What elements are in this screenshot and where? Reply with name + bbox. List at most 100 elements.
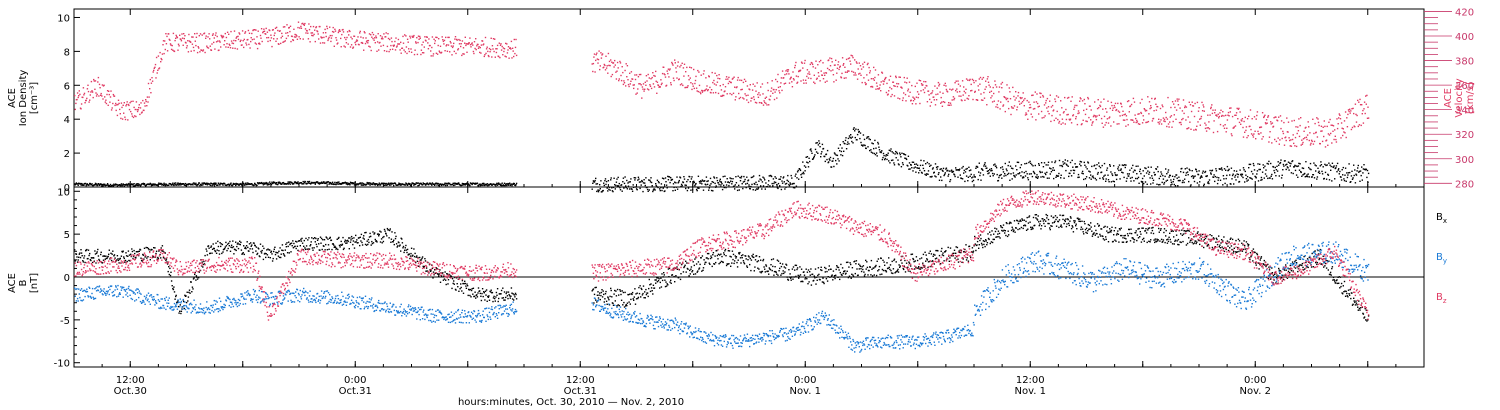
density-point bbox=[1117, 168, 1119, 170]
velocity-point bbox=[1215, 114, 1218, 116]
bx-point bbox=[274, 253, 277, 256]
velocity-point bbox=[677, 61, 679, 63]
velocity-point bbox=[287, 35, 289, 37]
density-point bbox=[266, 184, 269, 186]
velocity-point bbox=[813, 74, 815, 76]
density-point bbox=[828, 161, 830, 163]
density-point bbox=[599, 188, 601, 190]
density-point bbox=[513, 183, 515, 185]
density-point bbox=[422, 182, 424, 184]
velocity-point bbox=[824, 74, 826, 76]
velocity-point bbox=[107, 104, 109, 106]
density-point bbox=[145, 184, 147, 186]
density-point bbox=[937, 173, 940, 176]
velocity-point bbox=[459, 39, 461, 42]
velocity-point bbox=[490, 37, 492, 39]
density-point bbox=[255, 184, 257, 186]
bx-point bbox=[277, 252, 279, 254]
density-point bbox=[1188, 168, 1190, 170]
density-point bbox=[968, 169, 971, 172]
density-point bbox=[982, 169, 984, 171]
velocity-point bbox=[1347, 113, 1349, 116]
density-point bbox=[125, 184, 127, 186]
density-point bbox=[123, 184, 125, 186]
velocity-point bbox=[1330, 132, 1332, 135]
velocity-point bbox=[758, 92, 760, 94]
density-point bbox=[863, 144, 865, 146]
density-point bbox=[992, 175, 994, 177]
density-point bbox=[834, 153, 836, 155]
velocity-point bbox=[899, 76, 901, 78]
velocity-point bbox=[1053, 109, 1055, 111]
bx-point bbox=[460, 286, 462, 289]
velocity-point bbox=[1050, 106, 1053, 108]
density-point bbox=[911, 161, 914, 163]
bx-point bbox=[405, 249, 408, 251]
density-point bbox=[1135, 165, 1137, 167]
density-point bbox=[605, 180, 608, 183]
density-point bbox=[1208, 179, 1211, 181]
density-point bbox=[224, 182, 226, 185]
velocity-point bbox=[1132, 97, 1135, 100]
density-point bbox=[889, 162, 891, 164]
density-point bbox=[838, 160, 840, 162]
velocity-point bbox=[1072, 115, 1074, 117]
density-point bbox=[990, 168, 993, 170]
density-point bbox=[860, 141, 862, 144]
velocity-point bbox=[480, 44, 483, 46]
density-point bbox=[1316, 178, 1318, 180]
bx-point bbox=[115, 260, 117, 263]
velocity-point bbox=[1311, 140, 1313, 143]
velocity-point bbox=[971, 78, 974, 81]
bx-point bbox=[359, 244, 361, 247]
density-point bbox=[1306, 175, 1309, 178]
velocity-point bbox=[674, 62, 676, 64]
density-point bbox=[1139, 170, 1141, 173]
density-point bbox=[1030, 173, 1032, 175]
bx-point bbox=[185, 301, 188, 304]
density-point bbox=[934, 163, 937, 165]
velocity-point bbox=[334, 28, 336, 30]
density-point bbox=[1261, 178, 1263, 181]
velocity-point bbox=[500, 43, 502, 45]
density-point bbox=[642, 190, 644, 193]
velocity-point bbox=[887, 93, 889, 95]
velocity-point bbox=[175, 34, 177, 37]
velocity-point bbox=[1286, 117, 1288, 119]
velocity-point bbox=[368, 45, 370, 47]
density-point bbox=[404, 184, 406, 186]
bx-point bbox=[481, 288, 484, 290]
density-point bbox=[443, 183, 446, 185]
velocity-point bbox=[955, 80, 957, 82]
velocity-point bbox=[503, 50, 505, 53]
density-point bbox=[1144, 181, 1147, 183]
density-point bbox=[689, 181, 691, 183]
density-point bbox=[927, 170, 930, 172]
density-point bbox=[99, 184, 101, 186]
velocity-point bbox=[275, 26, 278, 29]
velocity-point bbox=[1334, 129, 1336, 131]
velocity-point bbox=[897, 97, 899, 99]
bx-point bbox=[80, 252, 83, 254]
density-point bbox=[615, 184, 617, 187]
density-point bbox=[963, 172, 965, 174]
density-point bbox=[131, 183, 133, 185]
bx-point bbox=[123, 257, 125, 260]
density-point bbox=[1308, 176, 1310, 178]
density-point bbox=[1115, 178, 1118, 181]
density-point bbox=[724, 181, 727, 183]
density-point bbox=[898, 164, 900, 166]
density-point bbox=[661, 189, 663, 192]
velocity-point bbox=[1104, 124, 1106, 126]
density-point bbox=[813, 157, 815, 159]
velocity-point bbox=[1177, 104, 1180, 106]
bx-point bbox=[98, 259, 101, 262]
velocity-point bbox=[228, 43, 230, 45]
velocity-point bbox=[1125, 125, 1127, 127]
bx-point bbox=[84, 261, 86, 264]
velocity-point bbox=[270, 34, 272, 36]
bx-point bbox=[389, 228, 391, 230]
velocity-point bbox=[226, 31, 229, 33]
density-point bbox=[1289, 162, 1291, 164]
velocity-point bbox=[158, 67, 161, 69]
